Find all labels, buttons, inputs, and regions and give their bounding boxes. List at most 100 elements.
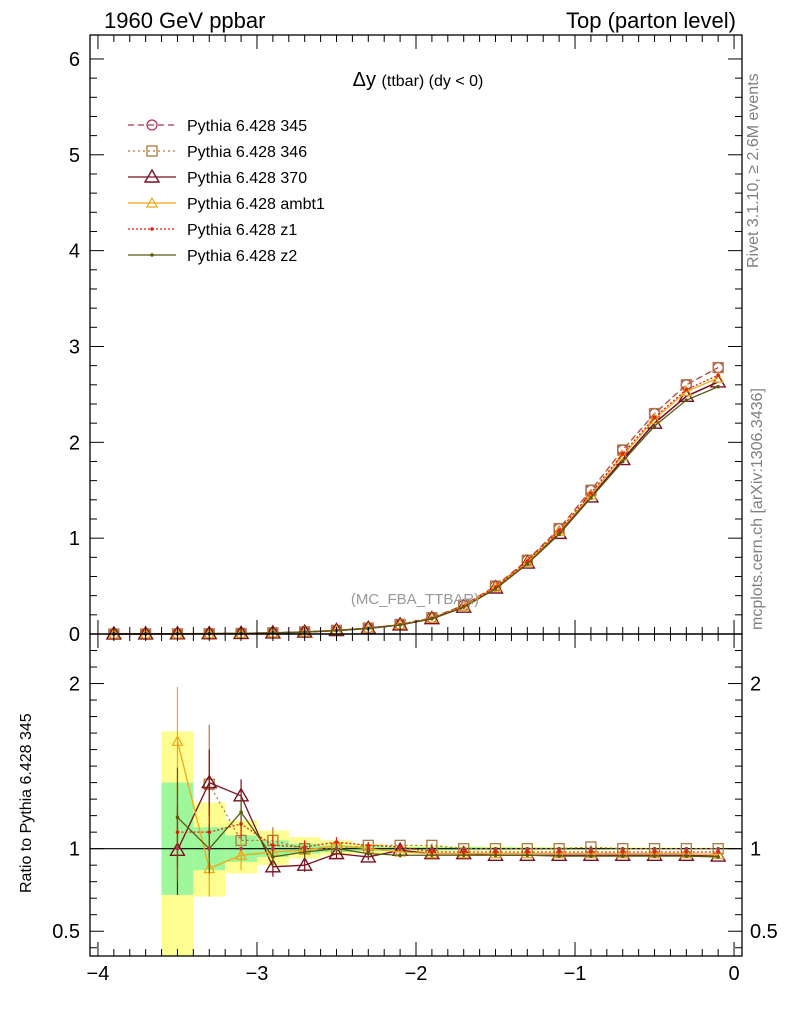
ratio-point-p345 — [716, 846, 720, 851]
ratio-point-z1 — [620, 850, 625, 854]
ratio-point-ambt1 — [457, 847, 470, 859]
ratio-point-z1 — [684, 850, 689, 854]
main-point-z2 — [652, 424, 657, 428]
ratio-point-p345 — [334, 846, 339, 851]
main-point-ambt1 — [712, 371, 725, 383]
ratio-point-z1 — [366, 843, 371, 848]
ratio-point-z2 — [652, 854, 657, 858]
analysis-watermark: (MC_FBA_TTBAR) — [351, 591, 479, 608]
main-y-tick-label: 3 — [69, 336, 80, 358]
legend-label-p370: Pythia 6.428 370 — [187, 170, 307, 187]
ratio-point-ambt1 — [425, 847, 438, 859]
main-point-z2 — [684, 398, 689, 402]
legend-label-z1: Pythia 6.428 z1 — [187, 222, 297, 239]
main-point-ambt1 — [680, 385, 693, 397]
ratio-point-p345 — [366, 846, 371, 851]
legend-marker-p346 — [146, 145, 158, 157]
main-point-z1 — [525, 559, 530, 563]
ratio-point-p345 — [557, 846, 561, 851]
ratio-point-p345 — [652, 846, 657, 851]
ratio-point-p345 — [239, 846, 243, 851]
x-tick-label: 0 — [728, 963, 739, 985]
main-point-z1 — [620, 452, 625, 456]
main-point-z1 — [684, 387, 689, 392]
ratio-point-p345 — [684, 846, 689, 851]
ratio-point-z2 — [620, 854, 625, 858]
main-y-tick-label: 6 — [69, 49, 80, 71]
ratio-point-z2 — [716, 855, 720, 859]
ratio-line-ambt1 — [176, 741, 719, 870]
ratio-point-z1 — [461, 850, 466, 854]
main-point-z2 — [430, 616, 434, 621]
legend-label-p346: Pythia 6.428 346 — [187, 144, 307, 161]
legend-marker-p370 — [143, 168, 161, 183]
ratio-point-z2 — [398, 853, 402, 858]
header-energy: 1960 GeV ppbar — [104, 8, 266, 33]
main-y-tick-label: 1 — [69, 528, 80, 550]
legend-label-p345: Pythia 6.428 345 — [187, 118, 307, 135]
ratio-point-ambt1 — [235, 849, 248, 860]
legend-marker-z2 — [150, 253, 154, 257]
rivet-version-label: Rivet 3.1.10, ≥ 2.6M events — [745, 73, 762, 268]
main-point-z1 — [557, 528, 561, 533]
x-tick-label: −1 — [564, 963, 587, 985]
ratio-point-z2 — [684, 854, 689, 858]
plot-title: Δy (ttbar) (dy < 0) — [353, 69, 484, 91]
legend-label-z2: Pythia 6.428 z2 — [187, 248, 297, 265]
ratio-point-p345 — [493, 846, 498, 851]
main-point-z2 — [557, 532, 561, 537]
main-point-p370 — [455, 598, 472, 613]
ratio-point-p370 — [201, 774, 218, 789]
ratio-point-p370 — [296, 856, 313, 871]
ratio-point-p370 — [328, 845, 345, 860]
ratio-y-tick-label-left: 1 — [69, 839, 80, 861]
main-y-tick-label: 5 — [69, 145, 80, 167]
ratio-point-p370 — [423, 845, 441, 860]
ratio-point-p370 — [264, 858, 282, 873]
ratio-point-ambt1 — [521, 847, 534, 859]
ratio-point-p345 — [525, 846, 530, 851]
ratio-y-tick-label-left: 2 — [69, 674, 80, 696]
main-y-tick-label: 0 — [69, 624, 80, 646]
ratio-y-tick-label-right: 2 — [750, 674, 761, 696]
main-point-z1 — [716, 373, 720, 378]
main-point-z2 — [493, 587, 498, 591]
ratio-point-z2 — [557, 854, 561, 858]
legend-marker-p345 — [146, 119, 158, 131]
ratio-y-tick-label-right: 0.5 — [750, 921, 778, 943]
x-tick-label: −3 — [246, 963, 269, 985]
ratio-point-z2 — [366, 851, 371, 856]
ratio-point-p345 — [271, 846, 275, 851]
ratio-point-p370 — [455, 845, 472, 860]
legend-marker-ambt1 — [145, 196, 159, 208]
ratio-point-z2 — [302, 850, 307, 854]
ratio-point-p345 — [398, 846, 402, 851]
legend-marker-z1 — [150, 227, 154, 231]
ratio-point-z2 — [525, 853, 530, 858]
x-tick-label: −4 — [87, 963, 110, 985]
ratio-axis-title: Ratio to Pythia 6.428 345 — [18, 713, 35, 893]
ratio-point-p345 — [302, 846, 307, 851]
ratio-point-p345 — [175, 846, 180, 851]
main-point-z1 — [589, 491, 593, 495]
ratio-point-z1 — [652, 850, 657, 854]
ratio-point-p345 — [430, 846, 434, 851]
ratio-y-tick-label-left: 0.5 — [52, 921, 80, 943]
ratio-point-z1 — [493, 850, 498, 854]
ratio-point-z1 — [271, 843, 275, 848]
ratio-point-z2 — [271, 855, 275, 859]
ratio-point-p370 — [360, 848, 377, 863]
main-point-p370 — [519, 554, 536, 569]
ratio-point-z1 — [334, 840, 339, 844]
ratio-point-ambt1 — [171, 735, 184, 746]
mcplots-reference-label: mcplots.cern.ch [arXiv:1306.3436] — [749, 388, 766, 630]
ratio-point-z2 — [493, 853, 498, 858]
ratio-point-z2 — [589, 854, 593, 858]
ratio-point-z2 — [430, 853, 434, 858]
ratio-point-p345 — [461, 846, 466, 851]
main-y-tick-label: 2 — [69, 432, 80, 454]
ratio-point-z1 — [589, 850, 593, 854]
ratio-point-z1 — [557, 850, 561, 854]
ratio-point-z1 — [716, 850, 720, 854]
main-point-z2 — [398, 623, 402, 627]
